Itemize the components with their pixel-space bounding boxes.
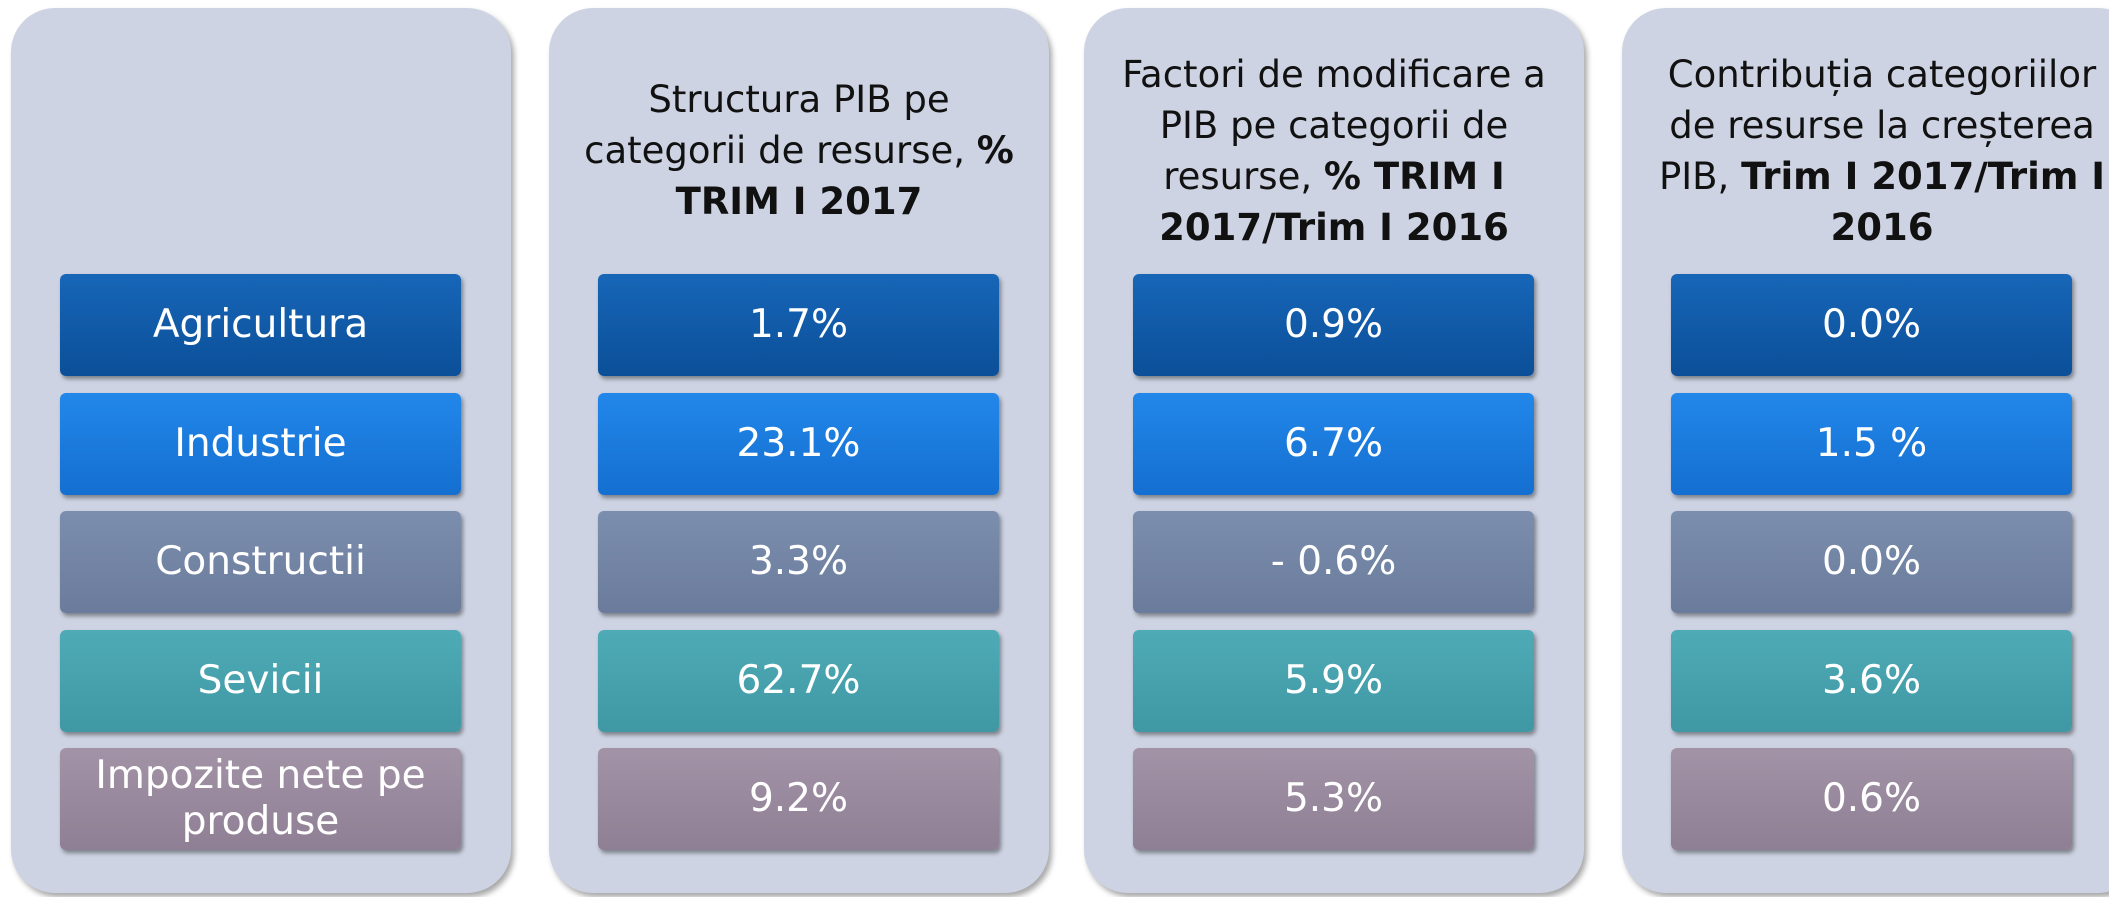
value-cell: 0.6% [1671,748,2072,850]
value-cell: 9.2% [598,748,999,850]
row-label: Sevicii [60,629,461,732]
value-cell: 5.9% [1133,629,1534,732]
header-bold: Trim I 2017/Trim I 2016 [1741,154,2106,249]
value-cell: - 0.6% [1133,511,1534,613]
value-cell: 6.7% [1133,392,1534,495]
row-label: Industrie [60,392,461,495]
value-cell: 0.0% [1671,511,2072,613]
panel-header: Structura PIB pe categorii de resurse, %… [567,38,1031,263]
header-bold: % TRIM I 2017/Trim I 2016 [1159,154,1509,249]
value-cell: 23.1% [598,392,999,495]
value-cell: 3.3% [598,511,999,613]
panel-header: Factori de modificare a PIB pe categorii… [1102,38,1566,263]
panel: Structura PIB pe categorii de resurse, %… [549,8,1049,893]
value-cell: 1.5 % [1671,392,2072,495]
value-cell: 62.7% [598,629,999,732]
value-cell: 1.7% [598,274,999,376]
value-cell: 0.0% [1671,274,2072,376]
row-label: Constructii [60,511,461,613]
header-text: Contribuția categoriilor de resurse la c… [1640,49,2109,253]
panel: Factori de modificare a PIB pe categorii… [1084,8,1584,893]
value-cell: 5.3% [1133,748,1534,850]
value-cell: 3.6% [1671,629,2072,732]
header-bold: % TRIM I 2017 [675,129,1014,223]
header-plain: Contribuția categoriilor de resurse la c… [1658,52,2097,198]
header-plain: Structura PIB pe categorii de resurse, [584,78,977,172]
header-text: Structura PIB pe categorii de resurse, %… [567,74,1031,227]
value-cell: 0.9% [1133,274,1534,376]
header-text: Factori de modificare a PIB pe categorii… [1102,49,1566,253]
row-label: Impozite nete pe produse [60,748,461,850]
panel-header: Contribuția categoriilor de resurse la c… [1640,38,2109,263]
row-label: Agricultura [60,274,461,376]
panel: Agricultura Industrie Constructii Sevicii Im… [11,8,511,893]
panel: Contribuția categoriilor de resurse la c… [1622,8,2109,893]
header-plain: Factori de modificare a PIB pe categorii… [1122,52,1546,198]
